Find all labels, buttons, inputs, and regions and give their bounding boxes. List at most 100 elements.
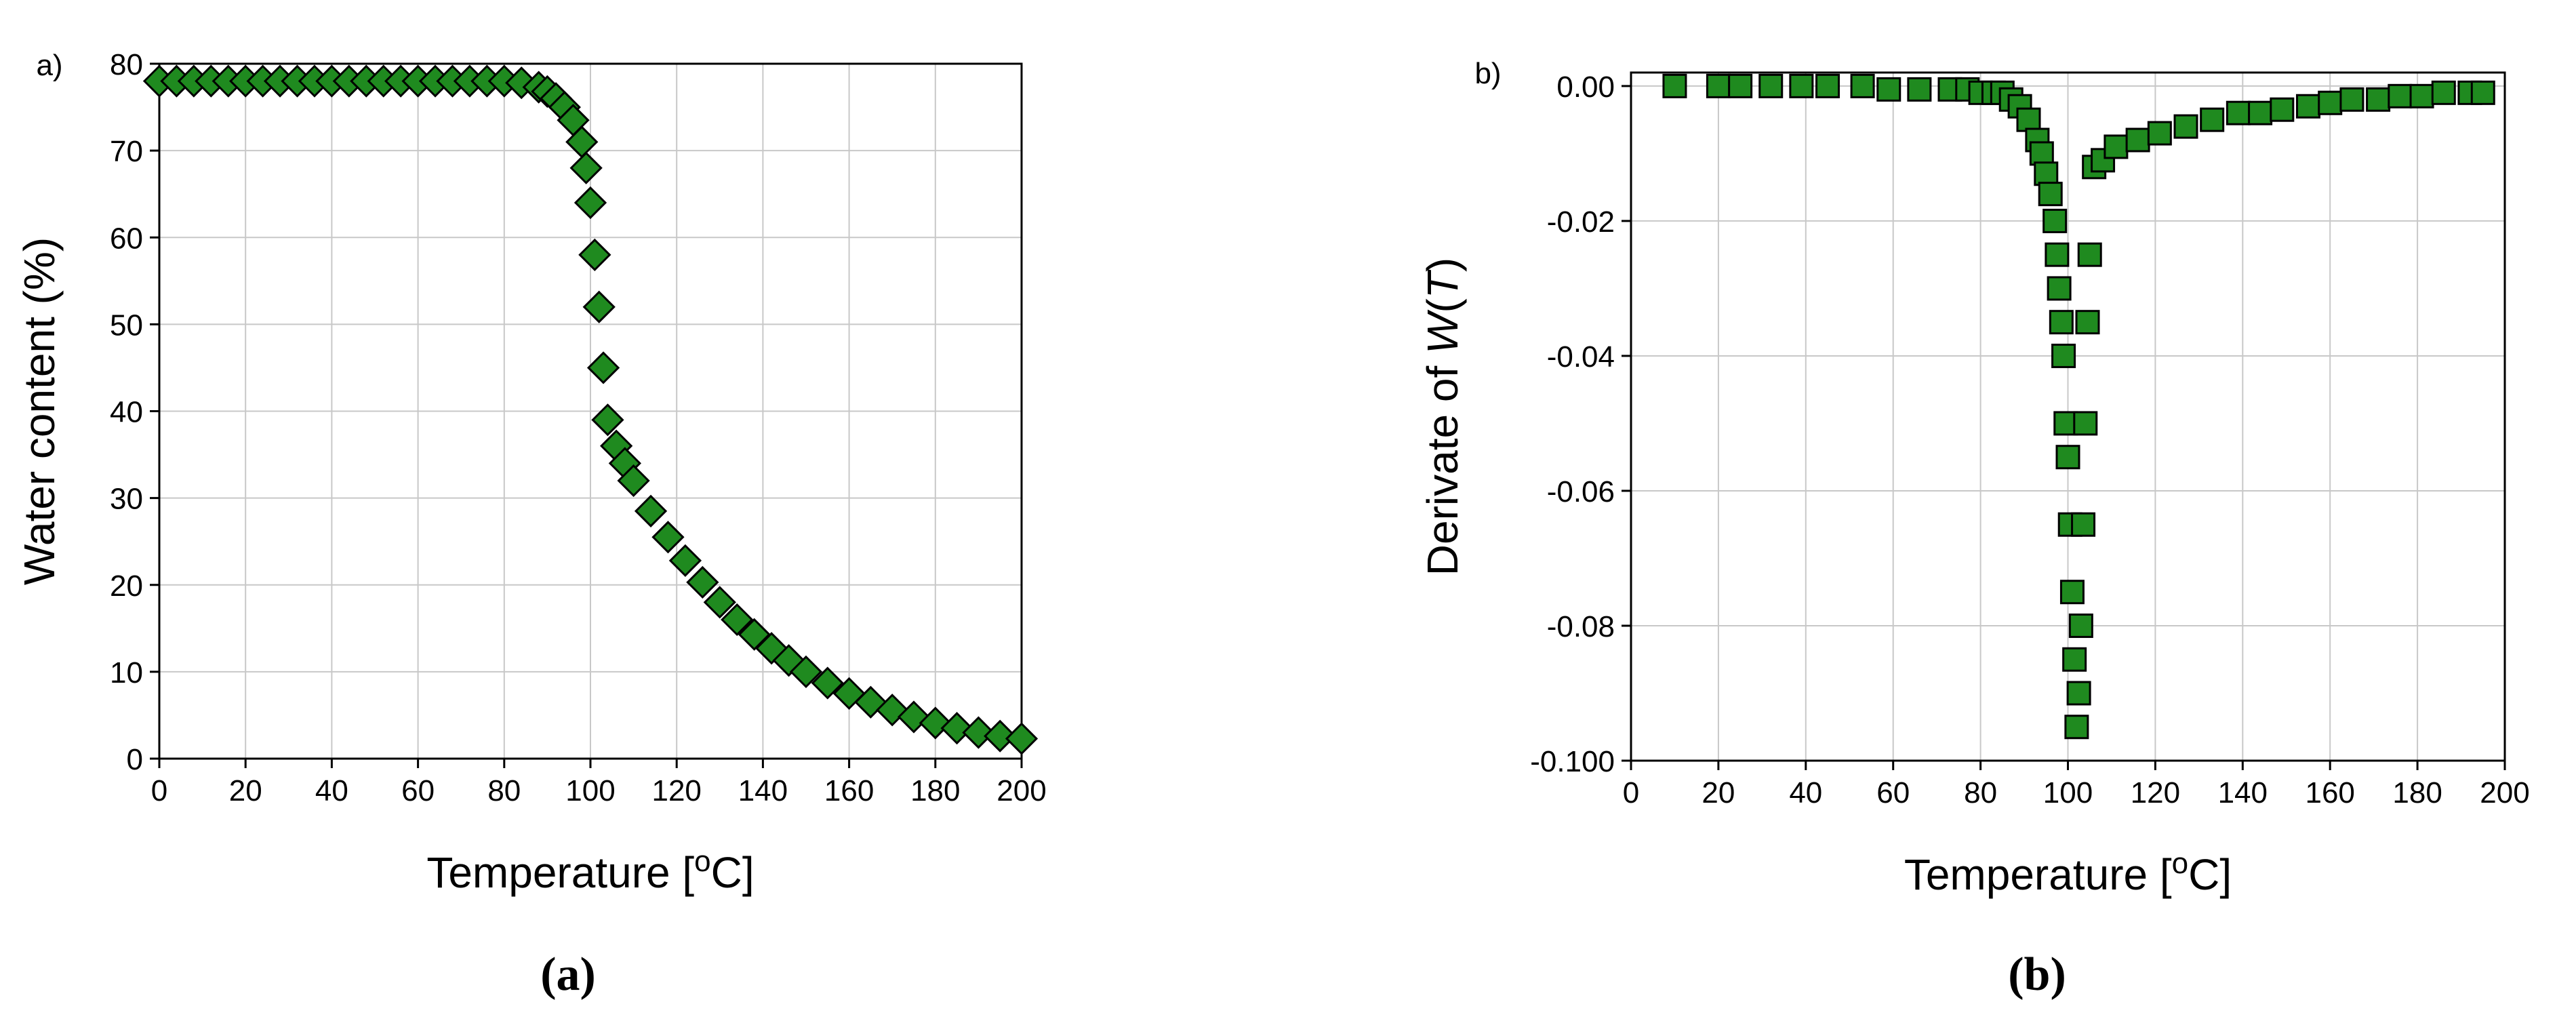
data-point bbox=[2053, 411, 2078, 436]
data-point bbox=[1758, 73, 1784, 98]
x-tick-label: 60 bbox=[1876, 776, 1910, 809]
data-point bbox=[2066, 681, 2091, 706]
x-tick-label: 120 bbox=[2131, 776, 2180, 809]
x-axis-label: Temperature [oC] bbox=[426, 845, 754, 898]
data-point bbox=[2055, 445, 2080, 470]
data-point bbox=[2470, 80, 2495, 105]
y-tick-label: -0.02 bbox=[1547, 205, 1615, 239]
data-point bbox=[2071, 512, 2096, 537]
x-tick-label: 200 bbox=[2480, 776, 2529, 809]
y-tick-label: 60 bbox=[110, 222, 143, 255]
panel-label: b) bbox=[1474, 57, 1501, 90]
data-point bbox=[2034, 161, 2059, 186]
data-point bbox=[1662, 73, 1687, 98]
x-axis-label-part: C] bbox=[2188, 850, 2232, 899]
y-tick-label: 0.00 bbox=[1556, 71, 1615, 104]
data-point bbox=[2064, 715, 2089, 740]
y-tick-label: 80 bbox=[110, 48, 143, 81]
data-point bbox=[2045, 242, 2070, 267]
x-tick-label: 120 bbox=[651, 774, 701, 807]
data-point bbox=[2388, 83, 2413, 108]
x-tick-label: 180 bbox=[2392, 776, 2442, 809]
data-point bbox=[2038, 182, 2063, 207]
data-point bbox=[2366, 87, 2391, 112]
x-axis-label-part: Temperature [ bbox=[426, 848, 694, 897]
plot-frame bbox=[1630, 71, 2506, 762]
data-point bbox=[2068, 613, 2093, 638]
y-axis-label-part: W bbox=[1418, 309, 1467, 354]
data-point bbox=[2047, 276, 2072, 301]
data-point bbox=[2059, 580, 2085, 605]
data-point bbox=[2104, 134, 2129, 159]
data-point bbox=[2200, 107, 2225, 132]
panel-label: a) bbox=[36, 49, 62, 82]
data-point bbox=[2049, 310, 2074, 335]
data-point bbox=[686, 565, 719, 599]
data-point bbox=[2016, 107, 2041, 132]
plot-frame bbox=[158, 62, 1023, 760]
y-tick-label: 0 bbox=[127, 743, 143, 776]
x-tick-label: 200 bbox=[997, 774, 1046, 807]
data-point bbox=[2042, 208, 2068, 233]
y-tick-label: 50 bbox=[110, 308, 143, 342]
data-point bbox=[582, 290, 616, 323]
data-point bbox=[1907, 77, 1932, 102]
x-tick-label: 60 bbox=[401, 774, 435, 807]
panel: 0 20 40 60 80 100 120 140 160 180 200 0 10 20 30 40 50 60… bbox=[15, 48, 1047, 1001]
data-point bbox=[2173, 114, 2198, 139]
x-tick-label: 0 bbox=[1623, 776, 1639, 809]
x-axis-label-part: o bbox=[2172, 847, 2188, 880]
data-point bbox=[703, 586, 736, 619]
data-point bbox=[940, 712, 973, 745]
y-tick-label: 40 bbox=[110, 396, 143, 429]
x-tick-label: 100 bbox=[565, 774, 615, 807]
y-axis-label-part: Water content (%) bbox=[15, 237, 64, 585]
x-tick-label: 140 bbox=[738, 774, 788, 807]
data-point bbox=[2062, 647, 2087, 672]
y-axis-label-part: Derivate of bbox=[1418, 354, 1467, 576]
x-axis-label: Temperature [oC] bbox=[1904, 847, 2232, 900]
data-point bbox=[2409, 83, 2434, 108]
caption: (a) bbox=[540, 948, 596, 1001]
x-tick-label: 160 bbox=[2305, 776, 2354, 809]
x-axis-label-part: C] bbox=[711, 848, 754, 897]
data-point bbox=[634, 494, 668, 527]
data-point bbox=[984, 719, 1017, 753]
y-axis-label: Water content (%) bbox=[15, 237, 64, 585]
data-point bbox=[2051, 343, 2076, 368]
x-tick-label: 40 bbox=[1789, 776, 1822, 809]
x-axis-label-part: o bbox=[694, 845, 710, 878]
y-tick-label: -0.04 bbox=[1547, 340, 1615, 374]
data-point bbox=[2075, 310, 2100, 335]
data-point bbox=[811, 666, 844, 700]
data-point bbox=[721, 603, 754, 637]
caption: (b) bbox=[2008, 948, 2066, 1001]
data-point bbox=[1005, 722, 1039, 755]
x-tick-label: 0 bbox=[151, 774, 167, 807]
data-point bbox=[586, 351, 620, 384]
x-axis-label-part: Temperature [ bbox=[1904, 850, 2172, 899]
x-tick-label: 80 bbox=[1964, 776, 1997, 809]
panel: 0 20 40 60 80 100 120 140 160 180 200 0.00 -0.02 -0.0… bbox=[1418, 57, 2530, 1001]
x-tick-label: 80 bbox=[487, 774, 521, 807]
data-point bbox=[617, 464, 650, 498]
data-point bbox=[962, 716, 995, 749]
data-point bbox=[2147, 121, 2172, 146]
data-point bbox=[1850, 73, 1875, 98]
data-point bbox=[2295, 94, 2320, 119]
data-point bbox=[1876, 77, 1901, 102]
x-tick-label: 100 bbox=[2043, 776, 2093, 809]
data-point bbox=[573, 186, 607, 220]
data-point bbox=[789, 655, 823, 688]
data-point bbox=[591, 403, 624, 437]
data-point bbox=[2318, 90, 2343, 115]
y-axis-label-part: ) bbox=[1418, 258, 1467, 272]
data-point bbox=[2125, 127, 2150, 153]
y-axis-label-part: ( bbox=[1418, 298, 1467, 313]
data-point bbox=[2339, 87, 2364, 112]
data-point bbox=[2077, 242, 2102, 267]
y-axis-label: Derivate of W(T) bbox=[1418, 258, 1467, 576]
x-tick-label: 180 bbox=[910, 774, 960, 807]
data-point bbox=[2226, 100, 2251, 125]
